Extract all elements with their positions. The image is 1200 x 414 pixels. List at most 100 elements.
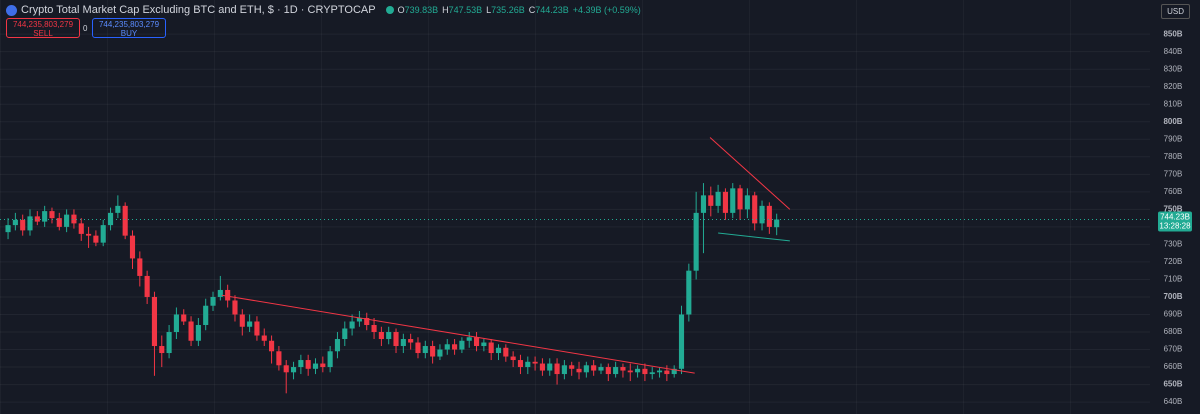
candle-body: [378, 332, 384, 340]
candle-body: [239, 314, 245, 327]
candle-body: [247, 321, 253, 327]
legend-key: L: [486, 5, 492, 15]
candle-body: [56, 218, 62, 227]
candle-body: [232, 300, 238, 315]
candle-body: [437, 349, 443, 357]
currency-selector[interactable]: USD: [1161, 4, 1190, 19]
y-tick-label: 760B: [1164, 187, 1183, 196]
candle-body: [656, 370, 663, 373]
candle-body: [488, 342, 494, 354]
candle-body: [532, 361, 538, 364]
candle-body: [752, 195, 758, 224]
candle-body: [722, 191, 728, 213]
candle-body: [78, 223, 84, 234]
candle-body: [86, 233, 92, 236]
candle-body: [12, 219, 18, 226]
candle-body: [730, 188, 736, 213]
legend-value: 735.26B: [491, 5, 525, 15]
candle-body: [452, 344, 458, 350]
candle-body: [510, 356, 516, 361]
candle-body: [708, 195, 714, 206]
candle-body: [444, 344, 450, 350]
candle-body: [42, 211, 48, 222]
candle-body: [107, 212, 114, 226]
candle-body: [561, 365, 567, 375]
candle-body: [495, 347, 502, 354]
y-tick-label: 660B: [1164, 362, 1183, 371]
candle-body: [700, 195, 707, 213]
candle-body: [393, 332, 399, 347]
trendline: [221, 294, 695, 374]
candle-body: [334, 339, 341, 352]
y-tick-label: 700B: [1163, 292, 1182, 301]
candle-body: [159, 346, 165, 354]
y-tick-label: 810B: [1164, 99, 1183, 108]
candle-body: [122, 205, 128, 236]
spread: 0: [83, 24, 88, 33]
candle-body: [774, 219, 780, 228]
legend-value: 747.53B: [448, 5, 483, 15]
y-tick-label: 840B: [1164, 47, 1183, 56]
legend-value: 739.83B: [404, 5, 439, 15]
candle-body: [473, 337, 480, 347]
countdown-label: 13:28:28: [1159, 222, 1191, 231]
candle-body: [576, 368, 582, 373]
candle-body: [225, 289, 231, 301]
candle-body: [408, 339, 414, 343]
candle-body: [678, 314, 685, 369]
candle-body: [305, 360, 311, 369]
candle-body: [583, 365, 589, 373]
candle-body: [481, 342, 487, 347]
candle-body: [422, 346, 428, 354]
candle-body: [627, 370, 633, 373]
candle-body: [400, 339, 406, 347]
sell-label: SELL: [33, 29, 53, 38]
candle-body: [598, 367, 604, 371]
buy-label: BUY: [120, 29, 138, 38]
market-status: [385, 6, 394, 14]
y-tick-label: 750B: [1163, 204, 1182, 213]
candle-body: [93, 235, 99, 243]
candle-body: [554, 363, 560, 375]
legend-key: O: [397, 5, 405, 15]
candle-body: [276, 351, 282, 366]
candle-body: [759, 205, 765, 224]
legend-key: C: [528, 5, 536, 15]
sell-button[interactable]: 744,235,803,279 SELL: [6, 18, 80, 38]
candle-body: [547, 363, 553, 371]
header: Crypto Total Market Cap Excluding BTC an…: [6, 4, 645, 16]
buy-price: 744,235,803,279: [98, 20, 160, 29]
candle-body: [181, 314, 187, 322]
y-tick-label: 670B: [1164, 345, 1183, 354]
candle-body: [671, 368, 677, 375]
y-tick-label: 710B: [1164, 275, 1183, 284]
y-tick-label: 800B: [1163, 117, 1182, 126]
last-price-label: 744.23B: [1160, 213, 1190, 222]
candle-body: [459, 340, 465, 350]
candle-body: [49, 211, 55, 219]
candle-body: [151, 296, 158, 347]
trendline: [709, 137, 791, 210]
candle-body: [290, 367, 297, 373]
candle-body: [269, 340, 275, 352]
candle-body: [64, 214, 70, 227]
chart-title: Crypto Total Market Cap Excluding BTC an…: [21, 4, 376, 16]
candle-body: [766, 205, 772, 227]
y-tick-label: 640B: [1164, 397, 1183, 406]
candle-body: [188, 321, 194, 341]
buy-button[interactable]: 744,235,803,279 BUY: [92, 18, 166, 38]
y-tick-label: 770B: [1164, 169, 1183, 178]
candle-body: [620, 367, 626, 371]
y-tick-label: 850B: [1163, 29, 1182, 38]
candle-body: [649, 372, 655, 375]
change: +4.39B (+0.59%): [572, 5, 641, 15]
candle-body: [298, 360, 304, 368]
candle-body: [605, 367, 611, 375]
candle-body: [203, 305, 209, 325]
legend-key: H: [442, 5, 449, 15]
candle-body: [613, 367, 619, 375]
candle-body: [503, 347, 509, 357]
candle-body: [5, 225, 11, 233]
candle-body: [144, 275, 150, 297]
